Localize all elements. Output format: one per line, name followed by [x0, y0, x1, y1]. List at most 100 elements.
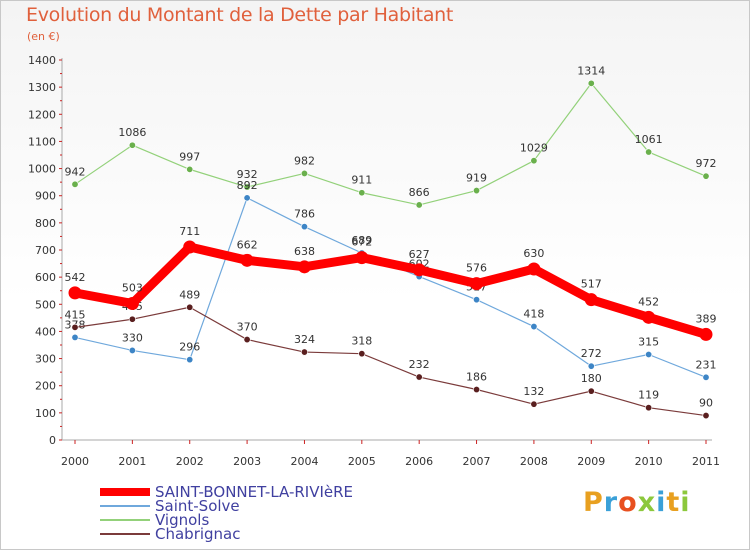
series-line-chabrignac	[74, 306, 707, 417]
data-label: 672	[351, 236, 372, 249]
y-tick-label: 0	[49, 434, 56, 447]
data-point	[125, 296, 139, 310]
data-label: 1086	[118, 126, 146, 139]
y-tick-label: 300	[35, 353, 56, 366]
data-point	[587, 362, 595, 370]
data-point	[186, 303, 194, 311]
data-label: 711	[179, 225, 200, 238]
data-point	[243, 183, 251, 191]
data-point	[128, 346, 136, 354]
data-point	[702, 172, 710, 180]
chart-title: Evolution du Montant de la Dette par Hab…	[26, 4, 454, 26]
y-tick-label: 1000	[28, 163, 56, 176]
data-point	[642, 310, 656, 324]
legend-item: Saint-Solve	[100, 497, 400, 515]
data-label: 919	[466, 172, 487, 185]
data-label: 942	[65, 165, 86, 178]
x-tick-label: 2009	[577, 455, 605, 468]
data-label: 892	[237, 179, 258, 192]
data-label: 186	[466, 371, 487, 384]
data-point	[473, 187, 481, 195]
data-label: 330	[122, 331, 143, 344]
data-label: 866	[409, 186, 430, 199]
data-point	[243, 194, 251, 202]
x-tick-label: 2006	[405, 455, 433, 468]
data-point	[128, 315, 136, 323]
x-tick-label: 2008	[520, 455, 548, 468]
data-point	[71, 180, 79, 188]
y-tick-label: 200	[35, 380, 56, 393]
y-tick-label: 1300	[28, 81, 56, 94]
logo-letter: o	[618, 487, 638, 518]
y-tick-label: 900	[35, 190, 56, 203]
data-point	[71, 323, 79, 331]
legend-swatch	[100, 519, 150, 521]
data-point	[128, 141, 136, 149]
series-line-vignols	[74, 82, 707, 206]
data-point	[358, 189, 366, 197]
data-point	[470, 277, 484, 291]
data-point	[587, 387, 595, 395]
data-label: 315	[638, 336, 659, 349]
data-label: 489	[179, 288, 200, 301]
data-point	[300, 169, 308, 177]
series-line-saint-bonnet-la-rivi-re	[70, 242, 711, 339]
data-label: 452	[638, 295, 659, 308]
data-point	[702, 373, 710, 381]
data-label: 370	[237, 321, 258, 334]
proxiti-logo: Proxiti	[583, 487, 691, 518]
data-label: 324	[294, 333, 315, 346]
legend-swatch	[100, 533, 150, 535]
data-label: 638	[294, 245, 315, 258]
y-tick-label: 600	[35, 271, 56, 284]
data-label: 296	[179, 341, 200, 354]
data-point	[415, 201, 423, 209]
y-tick-label: 700	[35, 244, 56, 257]
y-tick-label: 1200	[28, 108, 56, 121]
data-label: 662	[237, 238, 258, 251]
x-tick-label: 2004	[290, 455, 318, 468]
data-point	[300, 223, 308, 231]
legend-label: Saint-Solve	[155, 497, 240, 515]
data-point	[530, 400, 538, 408]
x-tick-label: 2002	[176, 455, 204, 468]
chart-subtitle: (en €)	[27, 30, 60, 43]
data-point	[645, 404, 653, 412]
y-tick-label: 1100	[28, 135, 56, 148]
data-label: 997	[179, 150, 200, 163]
y-tick-label: 500	[35, 298, 56, 311]
data-point	[702, 412, 710, 420]
data-point	[297, 260, 311, 274]
logo-letter: P	[583, 487, 604, 518]
data-point	[71, 333, 79, 341]
legend-label: Vignols	[155, 511, 210, 529]
data-label: 180	[581, 372, 602, 385]
line-chart: 0 100 200 300 400 500 600 700 800 900 1000 1100 1200…	[28, 54, 720, 468]
data-point	[240, 253, 254, 267]
y-tick-label: 400	[35, 325, 56, 338]
data-point	[243, 336, 251, 344]
data-point	[68, 286, 82, 300]
legend-item: SAINT-BONNET-LA-RIVIèRE	[100, 483, 400, 501]
logo-letter: i	[656, 487, 667, 518]
x-tick-label: 2010	[635, 455, 663, 468]
data-label: 1061	[635, 133, 663, 146]
data-label: 1029	[520, 142, 548, 155]
legend-item: Chabrignac	[100, 525, 400, 543]
legend-swatch	[100, 488, 150, 496]
data-label: 627	[409, 248, 430, 261]
data-label: 415	[65, 308, 86, 321]
data-label: 542	[65, 271, 86, 284]
data-label: 503	[122, 281, 143, 294]
x-tick-label: 2001	[118, 455, 146, 468]
data-label: 786	[294, 208, 315, 221]
logo-letter: t	[666, 487, 681, 518]
y-tick-label: 800	[35, 217, 56, 230]
data-label: 630	[523, 247, 544, 260]
logo-letter: i	[680, 487, 691, 518]
legend-label: SAINT-BONNET-LA-RIVIèRE	[155, 483, 354, 501]
legend-swatch	[100, 505, 150, 507]
legend-label: Chabrignac	[155, 525, 241, 543]
data-point	[530, 157, 538, 165]
